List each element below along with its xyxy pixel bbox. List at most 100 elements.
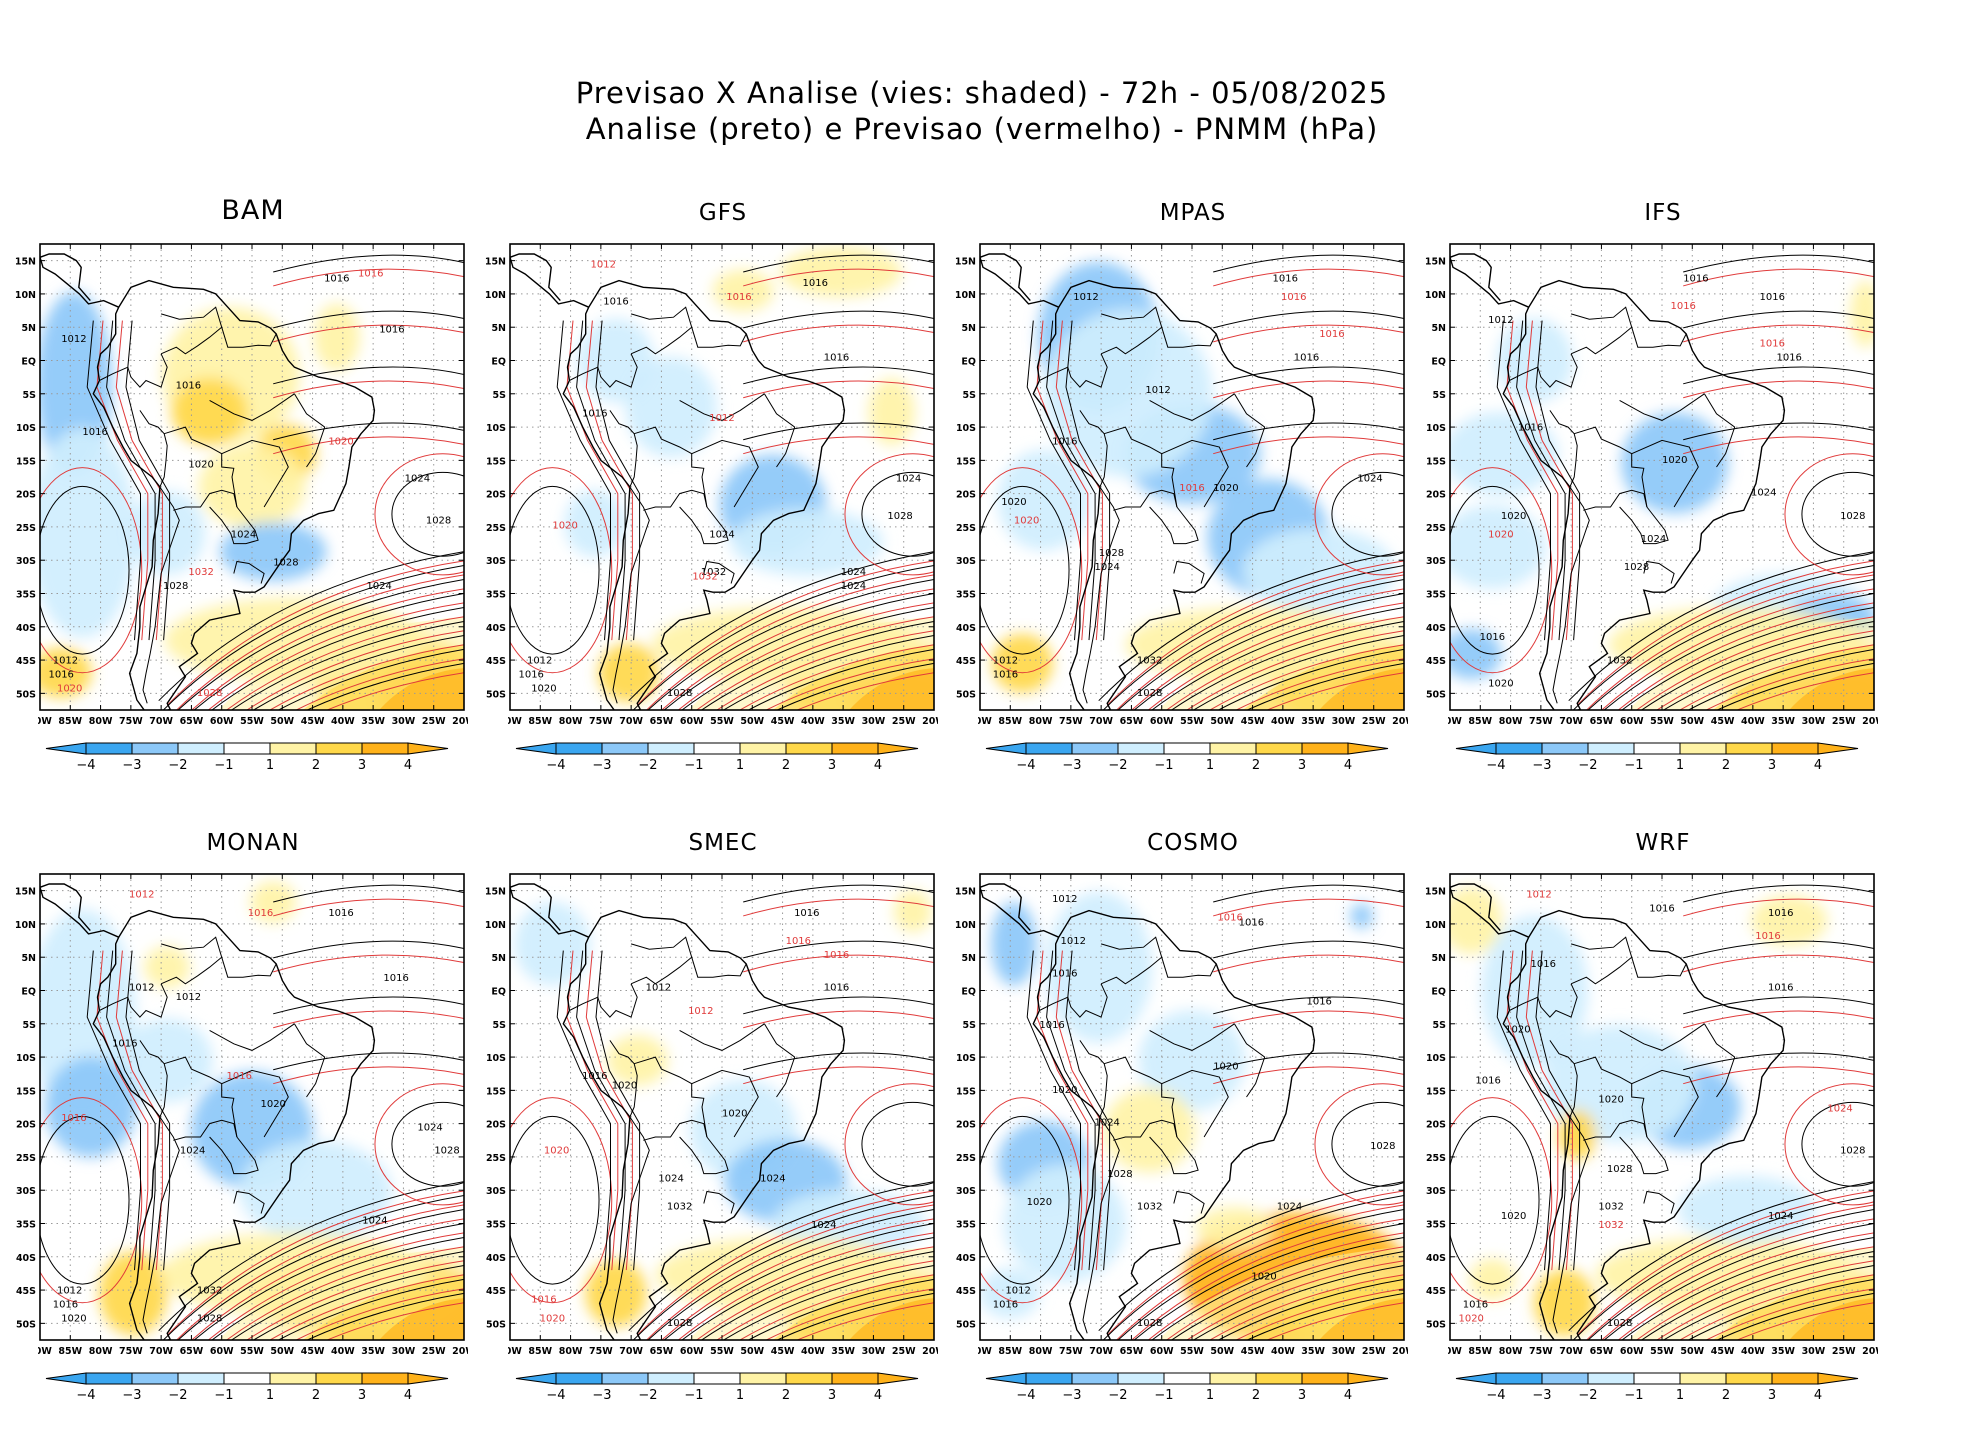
lon-tick-label: 55W [240,1346,264,1357]
lon-tick-label: 35W [361,1346,385,1357]
colorbar-label: 4 [874,758,882,773]
colorbar-label: −1 [214,758,233,773]
lat-tick-label: 15N [15,887,36,898]
lon-tick-label: 20W [1392,1346,1408,1357]
contour-label: 1016 [61,1113,86,1124]
lon-tick-label: 35W [361,716,385,727]
map-plot: 1016 1016 1016 1016 1012 1012 1016 1020 1020 1024… [978,243,1408,727]
contour-label: 1028 [426,516,451,527]
coastline [562,909,846,1340]
contour-label: 1020 [328,436,353,447]
colorbar-swatch [1495,742,1543,755]
colorbar-swatch [1541,1372,1589,1385]
colorbar-label: 3 [358,1388,366,1403]
lat-tick-label: EQ [961,357,976,368]
colorbar-swatch [1587,742,1635,755]
contour-label: 1016 [176,380,201,391]
contour-label: 1028 [1107,1169,1132,1180]
lon-tick-label: 90W [38,1346,52,1357]
lon-tick-label: 40W [1741,716,1765,727]
lon-tick-label: 70W [1559,1346,1583,1357]
contour-label: 1012 [993,655,1018,666]
contour-label: 1024 [366,581,391,592]
lon-tick-label: 55W [1180,1346,1204,1357]
lon-tick-label: 25W [892,716,916,727]
contour-label: 1012 [646,983,671,994]
contour-label: 1016 [324,273,349,284]
lat-tick-label: 5N [491,323,506,334]
lat-tick-label: 10S [956,1053,976,1064]
contour-label: 1016 [1052,436,1077,447]
lon-tick-label: 65W [650,716,674,727]
bias-area [121,1018,213,1103]
colorbar: −4 −3 −2 −1 1 2 3 4 [515,742,919,773]
lon-tick-label: 40W [331,1346,355,1357]
contour-label: 1016 [48,669,73,680]
lat-tick-label: 45S [1426,656,1446,667]
lat-tick-label: 25S [1426,1153,1446,1164]
contour-label: 1024 [231,530,256,541]
contour-label: 1024 [405,474,430,485]
contour-label: 1012 [1061,936,1086,947]
lat-tick-label: 25S [16,523,36,534]
contour-label: 1012 [527,655,552,666]
lon-tick-label: 70W [619,1346,643,1357]
contour-label: 1028 [163,581,188,592]
lat-tick-label: 50S [16,689,36,700]
lon-tick-label: 60W [210,1346,234,1357]
contour-label: 1024 [760,1174,785,1185]
lon-tick-label: 35W [1771,716,1795,727]
lon-tick-label: 55W [1180,716,1204,727]
contour-label: 1016 [518,669,543,680]
colorbar-swatch [315,1372,363,1385]
contour-label: 1032 [188,567,213,578]
lon-tick-label: 40W [1271,1346,1295,1357]
figure-title: Previsao X Analise (vies: shaded) - 72h … [575,76,1389,110]
lat-tick-label: 30S [956,1186,976,1197]
colorbar-label: 2 [782,1388,790,1403]
lat-tick-label: 15S [1426,1086,1446,1097]
contour-label: 1020 [1014,516,1039,527]
colorbar-label: 2 [1252,1388,1260,1403]
colorbar-label: 1 [736,758,744,773]
colorbar-swatch [831,742,879,755]
colorbar-label: 4 [874,1388,882,1403]
contour-label: 1012 [709,413,734,424]
lon-tick-label: 70W [1089,716,1113,727]
lon-tick-label: 25W [422,716,446,727]
lon-tick-label: 50W [270,716,294,727]
map-plot: 1012101610161012101610161016102010201024… [978,873,1408,1357]
lon-tick-label: 75W [1059,716,1083,727]
contour-label: 1012 [1526,889,1551,900]
colorbar-swatch [315,742,363,755]
colorbar-swatch [1117,1372,1165,1385]
bias-area [1242,528,1396,613]
colorbar-label: 1 [1676,758,1684,773]
contour-label: 1016 [582,1071,607,1082]
colorbar-label: 3 [828,1388,836,1403]
bias-area [239,1140,392,1242]
lat-axis: 15N 10N 5N EQ 5S 10S 15S 20S 25S 30S 35S 40S 45S 50S [955,887,976,1331]
lat-tick-label: 45S [956,656,976,667]
contour-label: 1020 [1213,483,1238,494]
lat-tick-label: 15S [956,1086,976,1097]
contour-label: 1032 [1598,1220,1623,1231]
colorbar-label: 3 [1298,1388,1306,1403]
lon-tick-label: 85W [998,716,1022,727]
colorbar-swatch [739,1372,787,1385]
map-plot: 1016 1016 1016 1016 1012 1012 1016 1020 1020 1020… [508,873,938,1357]
contour-label: 1032 [1598,1202,1623,1213]
lon-tick-label: 40W [1741,1346,1765,1357]
colorbar-label: −4 [546,758,565,773]
contour-label: 1016 [1239,917,1264,928]
colorbar-label: −1 [214,1388,233,1403]
lon-tick-label: 65W [180,716,204,727]
coastline [562,279,846,710]
lon-tick-label: 45W [1241,716,1265,727]
contour-label: 1028 [667,688,692,699]
bias-area [1678,1175,1816,1244]
lon-tick-label: 35W [831,716,855,727]
contour-label: 1020 [1488,530,1513,541]
colorbar-swatch [269,1372,317,1385]
lat-axis: 15N 10N 5N EQ 5S 10S 15S 20S 25S 30S 35S 40S 45S 50S [485,887,506,1331]
